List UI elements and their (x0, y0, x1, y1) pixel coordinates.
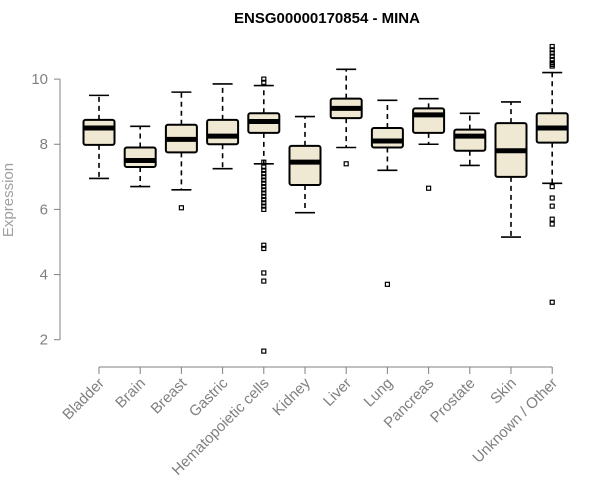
box-gastric (206, 83, 240, 170)
y-tick-label: 8 (40, 136, 48, 153)
box-series (82, 43, 569, 354)
outlier-point (549, 299, 555, 305)
outlier-point (261, 242, 267, 248)
x-tick-label: Skin (487, 375, 520, 408)
outlier-point (549, 63, 555, 69)
outlier-point (549, 50, 555, 56)
outlier-point (384, 281, 390, 287)
box-skin (494, 101, 528, 238)
y-axis-label: Expression (0, 163, 17, 237)
outlier-point (343, 161, 349, 167)
outlier-point (261, 278, 267, 284)
iqr-box (288, 144, 322, 186)
x-tick-label: Prostate (427, 375, 479, 427)
outlier-point (261, 187, 267, 193)
iqr-box (412, 107, 446, 134)
box-pancreas (412, 97, 446, 191)
outlier-point (549, 216, 555, 222)
outlier-point (261, 206, 267, 213)
box-breast (164, 91, 198, 211)
outlier-point (549, 53, 555, 59)
chart-title: ENSG00000170854 - MINA (234, 10, 420, 27)
outlier-point (261, 203, 267, 209)
outlier-point (178, 205, 184, 211)
box-lung (370, 99, 404, 287)
outlier-point (426, 185, 432, 191)
outlier-point (261, 177, 267, 183)
outlier-point (261, 348, 267, 354)
outlier-point (549, 56, 555, 63)
outlier-point (261, 79, 267, 85)
x-tick-label: Kidney (269, 374, 314, 419)
box-brain (123, 125, 157, 188)
x-tick-label: Bladder (59, 375, 108, 424)
outlier-point (549, 195, 555, 201)
box-liver (329, 68, 363, 167)
iqr-box (82, 118, 116, 146)
outlier-point (549, 47, 555, 53)
outlier-point (261, 183, 267, 190)
outlier-point (549, 221, 555, 227)
iqr-box (123, 146, 157, 169)
outlier-point (261, 159, 267, 165)
outlier-point (261, 170, 267, 177)
y-tick-label: 6 (40, 201, 48, 218)
iqr-box (370, 126, 404, 149)
outlier-point (261, 200, 267, 206)
x-tick-label: Brain (112, 375, 149, 412)
y-axis: 2 4 6 8 10 (31, 71, 61, 349)
outlier-point (261, 180, 267, 186)
box-unknown-other (535, 43, 569, 305)
y-tick-label: 4 (40, 267, 48, 284)
iqr-box (206, 118, 240, 146)
outlier-point (261, 245, 267, 252)
x-tick-label: Lung (361, 375, 397, 411)
x-tick-label: Liver (320, 375, 355, 410)
outlier-point (261, 270, 267, 276)
outlier-point (261, 197, 267, 203)
box-prostate (453, 112, 487, 167)
outlier-point (261, 167, 267, 173)
box-bladder (82, 94, 116, 180)
box-kidney (288, 115, 322, 214)
y-tick-label: 10 (31, 71, 48, 88)
y-tick-label: 2 (40, 332, 48, 349)
outlier-point (261, 76, 267, 82)
outlier-point (549, 183, 555, 190)
outlier-point (261, 174, 267, 180)
outlier-point (261, 193, 267, 199)
iqr-box (453, 128, 487, 152)
outlier-point (261, 190, 267, 196)
outlier-point (549, 43, 555, 50)
box-hematopoietic-cells (247, 76, 281, 354)
outlier-point (549, 203, 555, 209)
x-tick-label: Breast (148, 374, 191, 417)
outlier-point (261, 164, 267, 170)
